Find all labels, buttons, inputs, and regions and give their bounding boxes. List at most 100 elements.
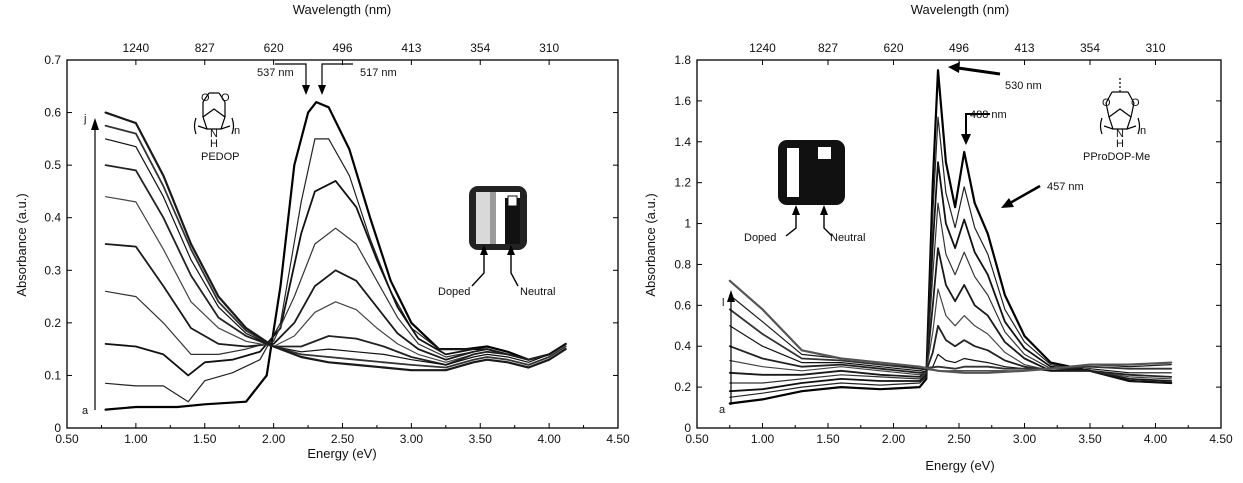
- series-line-7: [728, 324, 1173, 378]
- series-start-label: a: [719, 404, 726, 416]
- y-tick-label: 0.2: [44, 316, 61, 330]
- y-tick-labels: 0 0.1 0.2 0.3 0.4 0.5 0.6 0.7: [44, 53, 61, 435]
- x-tick-labels: 0.50 1.00 1.50 2.00 2.50 3.00 3.50 4.00 4.50: [685, 432, 1233, 446]
- arrow-457-line: [1009, 184, 1041, 205]
- device-inset-icon: [469, 186, 527, 250]
- top-tick-label: 354: [1080, 41, 1100, 55]
- top-axis-title: Wavelength (nm): [911, 2, 1010, 17]
- y-tick-label: 1: [684, 217, 691, 231]
- chart-pprodop-me: 0.50 1.00 1.50 2.00 2.50 3.00 3.50 4.00 4.50 00.…: [643, 2, 1233, 473]
- top-tick-labels: 1240 827 620 496 413 354 310: [749, 41, 1166, 55]
- arrow-head-icon: [91, 118, 99, 130]
- inset-neutral-label: Neutral: [830, 232, 865, 244]
- arrow-488-line: [965, 113, 990, 137]
- x-tick-label: 3.50: [469, 432, 493, 446]
- top-tick-label: 620: [264, 41, 284, 55]
- oxygen-left: O: [201, 92, 210, 104]
- top-tick-label: 310: [1145, 41, 1165, 55]
- x-tick-label: 2.50: [947, 432, 971, 446]
- arrow-488-head-icon: [961, 134, 971, 145]
- top-tick-label: 413: [1014, 41, 1034, 55]
- top-axis-title: Wavelength (nm): [293, 2, 392, 17]
- series-line-1: [104, 100, 567, 411]
- neutral-arrow: [510, 252, 519, 287]
- top-tick-label: 496: [332, 41, 352, 55]
- top-tick-label: 620: [883, 41, 903, 55]
- series-line-3: [728, 161, 1173, 393]
- series-start-label: a: [82, 405, 89, 417]
- series-group: [104, 100, 567, 411]
- x-tick-label: 0.50: [685, 432, 709, 446]
- x-tick-label: 3.00: [1013, 432, 1037, 446]
- repeat-n: n: [234, 125, 240, 137]
- inset-doped-label: Doped: [744, 232, 776, 244]
- series-line-7: [104, 164, 567, 366]
- doped-arrow-head-icon: [792, 205, 800, 215]
- x-tick-label: 4.50: [606, 432, 630, 446]
- arrow-537-line: [275, 63, 307, 88]
- x-axis-title: Energy (eV): [925, 458, 994, 473]
- x-tick-label: 3.00: [400, 432, 424, 446]
- x-tick-label: 1.50: [193, 432, 217, 446]
- compound-label: PEDOP: [201, 151, 240, 163]
- device-inset-icon: [778, 140, 845, 205]
- series-line-4: [729, 202, 1172, 384]
- top-tick-labels: 1240 827 620 496 413 354 310: [123, 41, 560, 55]
- y-tick-label: 1.2: [674, 176, 691, 190]
- x-tick-label: 2.00: [262, 432, 286, 446]
- top-tick-label: 1240: [123, 41, 150, 55]
- axis-ticks: [66, 59, 619, 429]
- y-tick-label: 0.8: [674, 257, 691, 271]
- x-axis-title: Energy (eV): [307, 446, 376, 461]
- top-tick-label: 1240: [749, 41, 776, 55]
- series-line-10: [104, 111, 567, 372]
- series-end-label: l: [722, 297, 724, 309]
- series-group: [728, 69, 1173, 405]
- nitrogen-label: N: [210, 128, 218, 140]
- neutral-arrow: [823, 212, 833, 237]
- y-tick-label: 0.3: [44, 263, 61, 277]
- x-tick-label: 2.00: [882, 432, 906, 446]
- series-end-label: j: [83, 113, 86, 125]
- arrow-530-head-icon: [948, 62, 960, 73]
- series-line-9: [104, 124, 567, 369]
- arrow-517-line: [321, 63, 353, 88]
- x-tick-label: 1.00: [124, 432, 148, 446]
- x-tick-label: 3.50: [1078, 432, 1102, 446]
- arrow-head-icon: [727, 290, 735, 302]
- series-line-8: [729, 325, 1172, 374]
- annotation-530nm: 530 nm: [1005, 80, 1042, 92]
- y-tick-label: 0.2: [674, 380, 691, 394]
- y-tick-label: 1.6: [674, 94, 691, 108]
- top-tick-label: 496: [949, 41, 969, 55]
- arrow-537-head-icon: [302, 85, 310, 95]
- y-axis-title: Absorbance (a.u.): [643, 193, 658, 296]
- x-tick-label: 4.50: [1209, 432, 1233, 446]
- y-tick-labels: 0 0.2 0.4 0.6 0.8 1 1.2 1.4 1.6 1.8: [674, 53, 691, 435]
- x-tick-label: 4.00: [1144, 432, 1168, 446]
- doped-arrow: [785, 212, 797, 237]
- y-tick-label: 1.4: [674, 135, 691, 149]
- annotation-488nm: 488 nm: [970, 109, 1007, 121]
- annotation-517nm: 517 nm: [360, 67, 397, 79]
- neutral-arrow-head-icon: [820, 205, 828, 215]
- y-tick-label: 0.4: [44, 211, 61, 225]
- oxygen-right: O: [1131, 97, 1140, 109]
- y-tick-label: 0: [54, 421, 61, 435]
- y-tick-label: 0.7: [44, 53, 61, 67]
- annotation-537nm: 537 nm: [257, 67, 294, 79]
- series-line-1: [728, 69, 1173, 405]
- x-tick-label: 4.00: [537, 432, 561, 446]
- hydrogen-label: H: [210, 138, 218, 150]
- oxygen-right: O: [221, 92, 230, 104]
- x-tick-labels: 0.50 1.00 1.50 2.00 2.50 3.00 3.50 4.00 4.50: [55, 432, 630, 446]
- y-axis-title: Absorbance (a.u.): [14, 193, 29, 296]
- series-line-2: [729, 116, 1172, 398]
- series-line-11: [728, 279, 1173, 374]
- inset-neutral-label: Neutral: [520, 286, 555, 298]
- top-tick-label: 827: [818, 41, 838, 55]
- y-tick-label: 0.5: [44, 158, 61, 172]
- y-tick-label: 0.1: [44, 368, 61, 382]
- series-line-10: [729, 294, 1172, 372]
